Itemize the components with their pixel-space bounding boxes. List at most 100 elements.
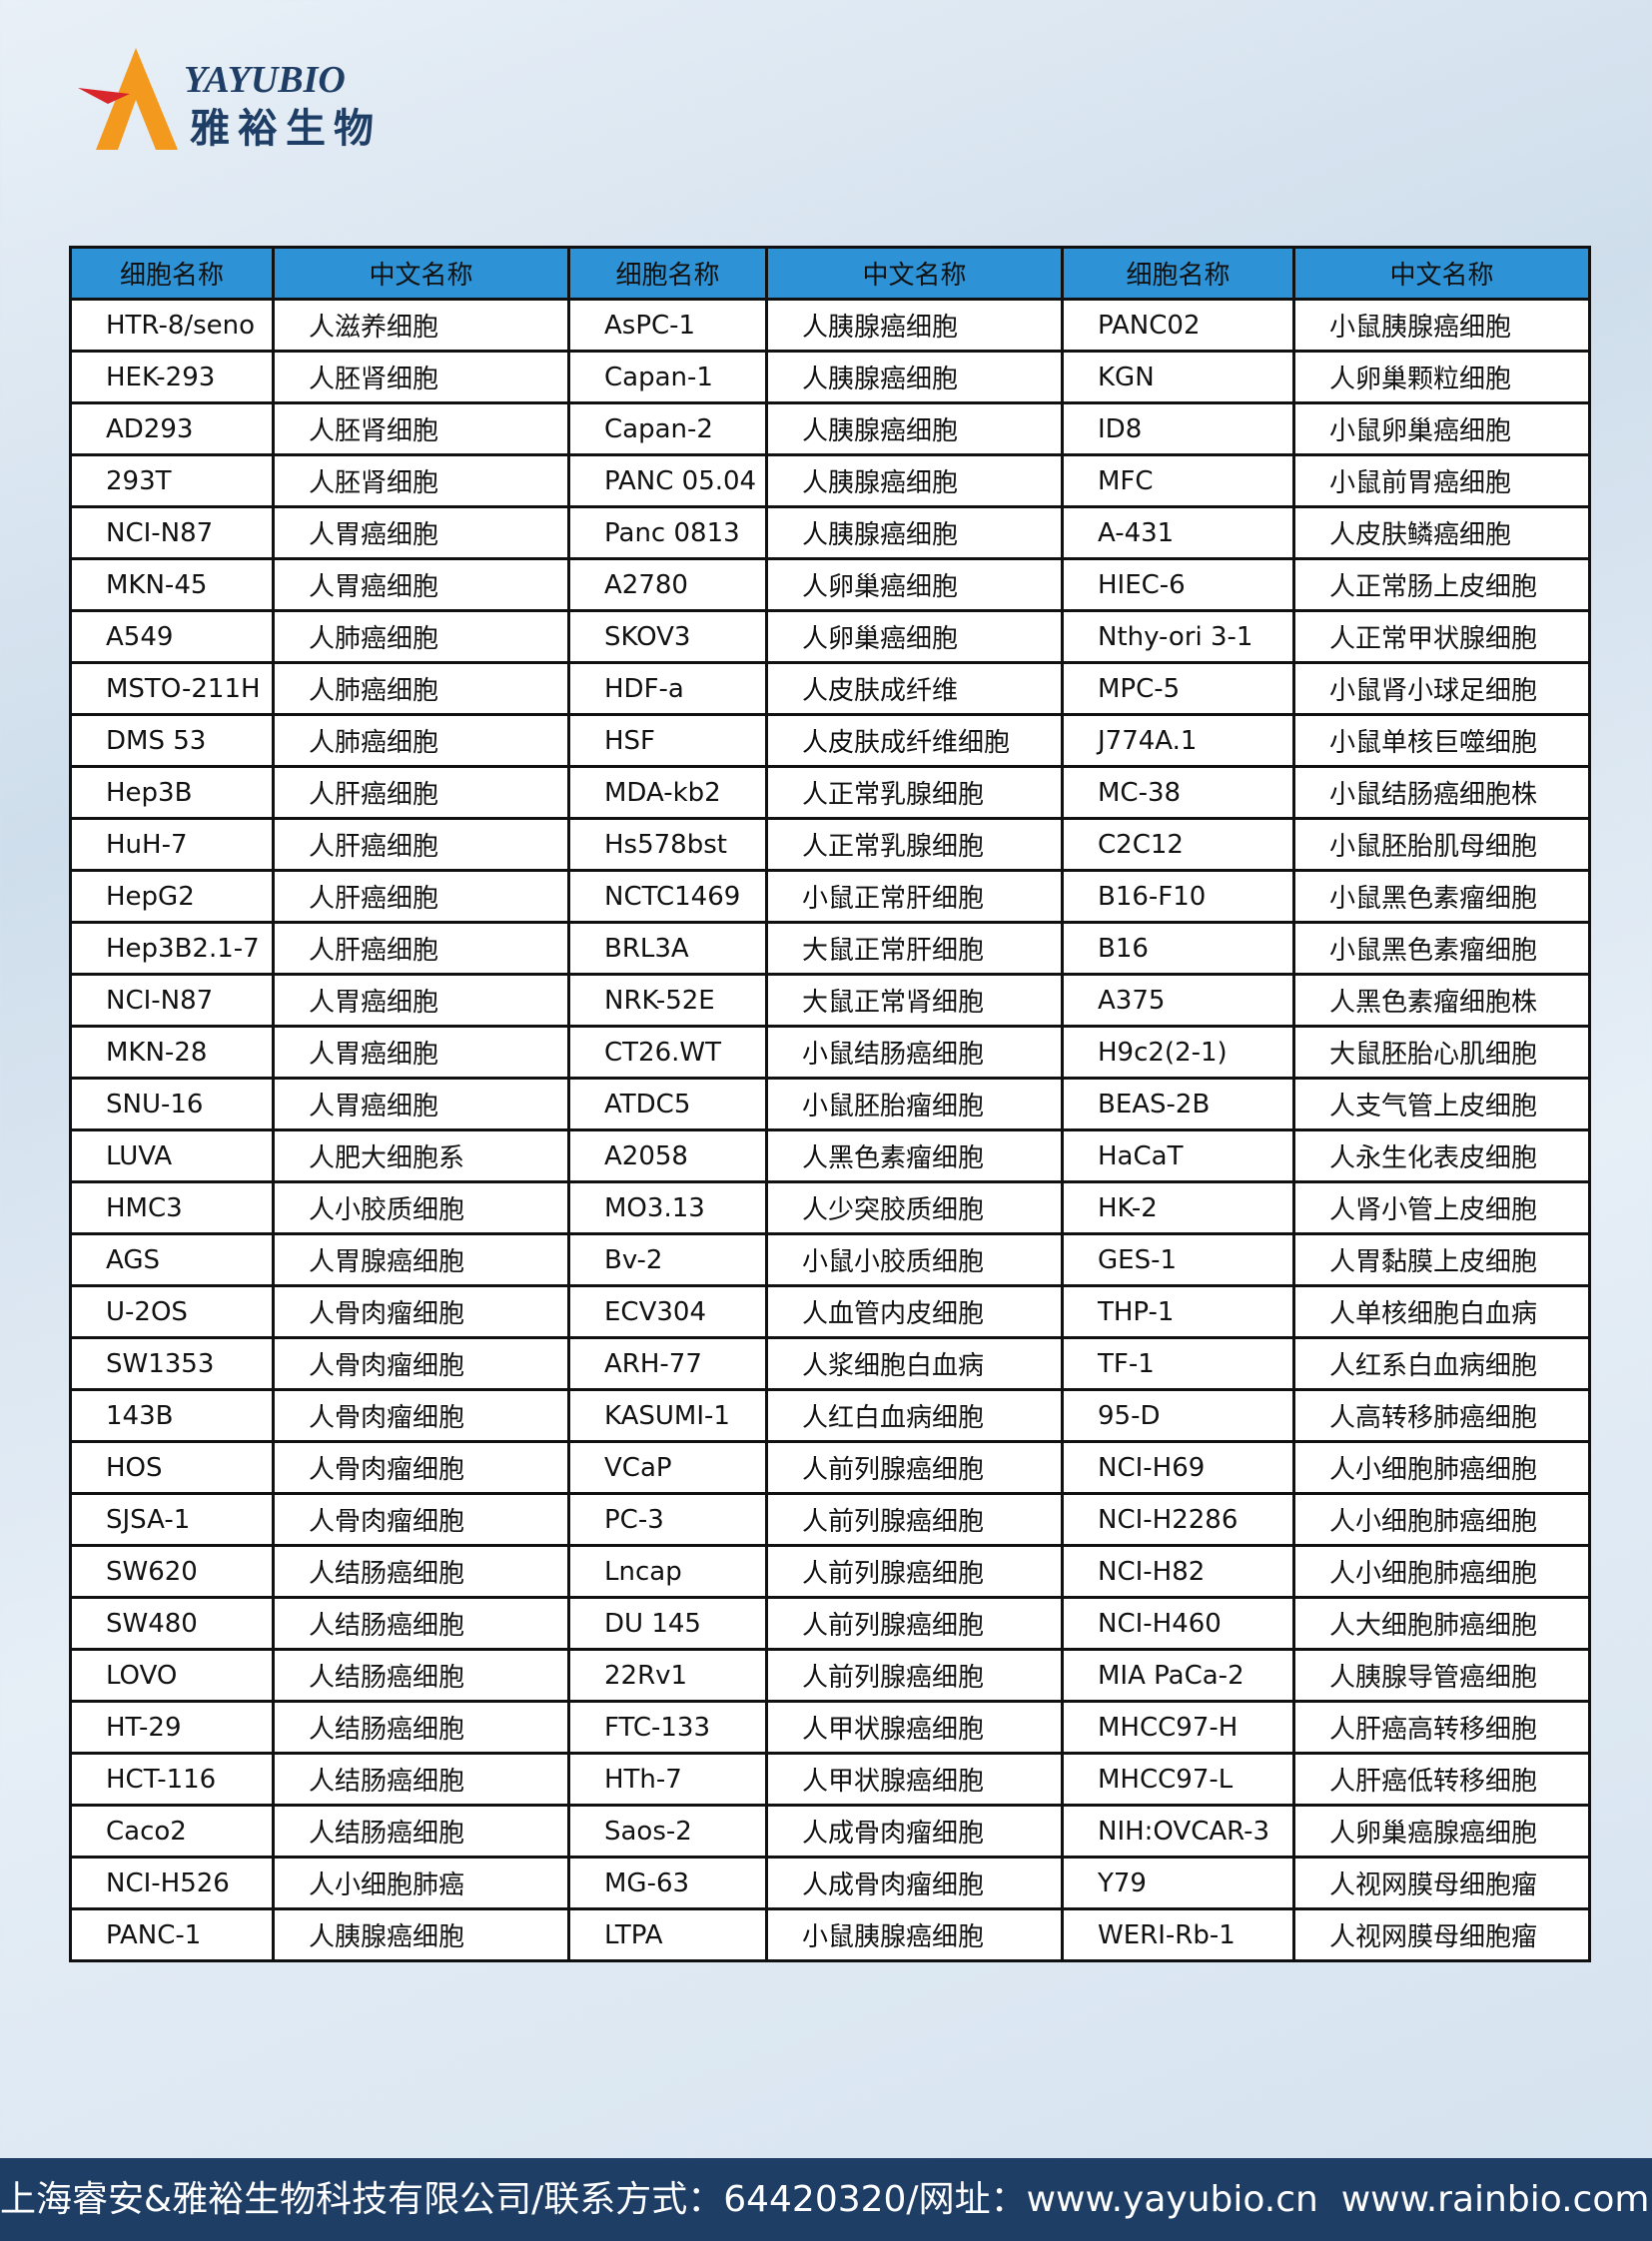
table-cell: 人正常甲状腺细胞 xyxy=(1292,609,1591,664)
table-cell: MDA-kb2 xyxy=(567,765,768,820)
table-cell: LOVO xyxy=(69,1648,275,1703)
column-header: 中文名称 xyxy=(272,246,570,301)
table-cell: A549 xyxy=(69,609,275,664)
column-header: 细胞名称 xyxy=(69,246,275,301)
table-cell: PANC02 xyxy=(1061,298,1295,353)
table-cell: 小鼠单核巨噬细胞 xyxy=(1292,713,1591,768)
table-row: A549 人肺癌细胞 SKOV3 人卵巢癌细胞 Nthy-ori 3-1 人正常甲状腺细胞 xyxy=(69,609,1591,664)
table-cell: SJSA-1 xyxy=(69,1492,275,1547)
table-cell: 143B xyxy=(69,1388,275,1443)
table-cell: MHCC97-H xyxy=(1061,1700,1295,1755)
table-cell: NCI-H2286 xyxy=(1061,1492,1295,1547)
table-cell: 人黑色素瘤细胞株 xyxy=(1292,973,1591,1028)
table-cell: 人成骨肉瘤细胞 xyxy=(765,1856,1064,1910)
table-cell: 人肺癌细胞 xyxy=(272,661,570,716)
table-cell: 人结肠癌细胞 xyxy=(272,1752,570,1807)
table-cell: HIEC-6 xyxy=(1061,557,1295,612)
table-cell: 人胃腺癌细胞 xyxy=(272,1232,570,1287)
table-cell: 人胃癌细胞 xyxy=(272,973,570,1028)
table-row: HTR-8/seno 人滋养细胞 AsPC-1 人胰腺癌细胞 PANC02 小鼠胰腺癌细胞 xyxy=(69,298,1591,353)
table-cell: 小鼠正常肝细胞 xyxy=(765,869,1064,924)
table-cell: Capan-1 xyxy=(567,350,768,404)
table-cell: MSTO-211H xyxy=(69,661,275,716)
table-cell: 小鼠胰腺癌细胞 xyxy=(765,1907,1064,1962)
table-cell: 人胰腺癌细胞 xyxy=(765,401,1064,456)
table-cell: HCT-116 xyxy=(69,1752,275,1807)
table-cell: PC-3 xyxy=(567,1492,768,1547)
table-cell: ECV304 xyxy=(567,1284,768,1339)
table-cell: NCI-H69 xyxy=(1061,1440,1295,1495)
table-cell: MFC xyxy=(1061,453,1295,508)
table-cell: 人肝癌细胞 xyxy=(272,921,570,976)
table-cell: CT26.WT xyxy=(567,1025,768,1080)
table-cell: MKN-28 xyxy=(69,1025,275,1080)
table-cell: LUVA xyxy=(69,1128,275,1183)
table-cell: 人肝癌细胞 xyxy=(272,869,570,924)
table-row: NCI-N87 人胃癌细胞 NRK-52E 大鼠正常肾细胞 A375 人黑色素瘤细胞株 xyxy=(69,973,1591,1028)
table-cell: 人结肠癌细胞 xyxy=(272,1596,570,1651)
table-cell: Saos-2 xyxy=(567,1804,768,1859)
table-cell: 人皮肤成纤维细胞 xyxy=(765,713,1064,768)
table-cell: HuH-7 xyxy=(69,817,275,872)
table-cell: 人前列腺癌细胞 xyxy=(765,1492,1064,1547)
table-row: SW1353 人骨肉瘤细胞 ARH-77 人浆细胞白血病 TF-1 人红系白血病细胞 xyxy=(69,1336,1591,1391)
table-cell: 人胃黏膜上皮细胞 xyxy=(1292,1232,1591,1287)
table-cell: 人成骨肉瘤细胞 xyxy=(765,1804,1064,1859)
table-cell: 人卵巢癌腺癌细胞 xyxy=(1292,1804,1591,1859)
table-cell: 人胰腺癌细胞 xyxy=(272,1907,570,1962)
column-header: 中文名称 xyxy=(765,246,1064,301)
table-cell: THP-1 xyxy=(1061,1284,1295,1339)
logo-mark xyxy=(96,48,178,150)
table-cell: B16 xyxy=(1061,921,1295,976)
table-cell: 人浆细胞白血病 xyxy=(765,1336,1064,1391)
table-cell: PANC 05.04 xyxy=(567,453,768,508)
table-cell: 人肥大细胞系 xyxy=(272,1128,570,1183)
table-cell: A2780 xyxy=(567,557,768,612)
table-cell: 大鼠胚胎心肌细胞 xyxy=(1292,1025,1591,1080)
table-cell: HSF xyxy=(567,713,768,768)
column-header: 细胞名称 xyxy=(1061,246,1295,301)
table-cell: DU 145 xyxy=(567,1596,768,1651)
table-cell: 人支气管上皮细胞 xyxy=(1292,1077,1591,1131)
table-cell: AGS xyxy=(69,1232,275,1287)
table-cell: HMC3 xyxy=(69,1180,275,1235)
table-cell: 人前列腺癌细胞 xyxy=(765,1440,1064,1495)
table-cell: H9c2(2-1) xyxy=(1061,1025,1295,1080)
table-cell: 人小细胞肺癌细胞 xyxy=(1292,1544,1591,1599)
table-cell: LTPA xyxy=(567,1907,768,1962)
table-cell: MKN-45 xyxy=(69,557,275,612)
table-cell: 人胰腺癌细胞 xyxy=(765,453,1064,508)
table-row: Caco2 人结肠癌细胞 Saos-2 人成骨肉瘤细胞 NIH:OVCAR-3 人卵巢癌腺… xyxy=(69,1804,1591,1859)
table-cell: 人肾小管上皮细胞 xyxy=(1292,1180,1591,1235)
table-cell: WERI-Rb-1 xyxy=(1061,1907,1295,1962)
table-cell: MIA PaCa-2 xyxy=(1061,1648,1295,1703)
table-cell: 人胃癌细胞 xyxy=(272,1077,570,1131)
table-cell: 小鼠前胃癌细胞 xyxy=(1292,453,1591,508)
table-cell: HepG2 xyxy=(69,869,275,924)
table-cell: 95-D xyxy=(1061,1388,1295,1443)
table-cell: 人小细胞肺癌细胞 xyxy=(1292,1440,1591,1495)
table-cell: Panc 0813 xyxy=(567,505,768,560)
table-row: PANC-1 人胰腺癌细胞 LTPA 小鼠胰腺癌细胞 WERI-Rb-1 人视网膜母细胞瘤 xyxy=(69,1907,1591,1962)
table-cell: NCI-N87 xyxy=(69,973,275,1028)
table-cell: BRL3A xyxy=(567,921,768,976)
table-cell: 人视网膜母细胞瘤 xyxy=(1292,1907,1591,1962)
table-cell: 人正常乳腺细胞 xyxy=(765,765,1064,820)
table-cell: 小鼠胚胎肌母细胞 xyxy=(1292,817,1591,872)
table-cell: SW480 xyxy=(69,1596,275,1651)
table-cell: 小鼠胚胎瘤细胞 xyxy=(765,1077,1064,1131)
table-cell: 人红系白血病细胞 xyxy=(1292,1336,1591,1391)
table-cell: 人红白血病细胞 xyxy=(765,1388,1064,1443)
table-cell: 人单核细胞白血病 xyxy=(1292,1284,1591,1339)
table-cell: Caco2 xyxy=(69,1804,275,1859)
table-row: HT-29 人结肠癌细胞 FTC-133 人甲状腺癌细胞 MHCC97-H 人肝癌高转移细… xyxy=(69,1700,1591,1755)
table-row: AGS 人胃腺癌细胞 Bv-2 小鼠小胶质细胞 GES-1 人胃黏膜上皮细胞 xyxy=(69,1232,1591,1287)
table-cell: Y79 xyxy=(1061,1856,1295,1910)
table-cell: A375 xyxy=(1061,973,1295,1028)
table-cell: HOS xyxy=(69,1440,275,1495)
table-cell: SKOV3 xyxy=(567,609,768,664)
table-cell: VCaP xyxy=(567,1440,768,1495)
table-row: SJSA-1 人骨肉瘤细胞 PC-3 人前列腺癌细胞 NCI-H2286 人小细胞肺癌细胞 xyxy=(69,1492,1591,1547)
table-cell: Capan-2 xyxy=(567,401,768,456)
